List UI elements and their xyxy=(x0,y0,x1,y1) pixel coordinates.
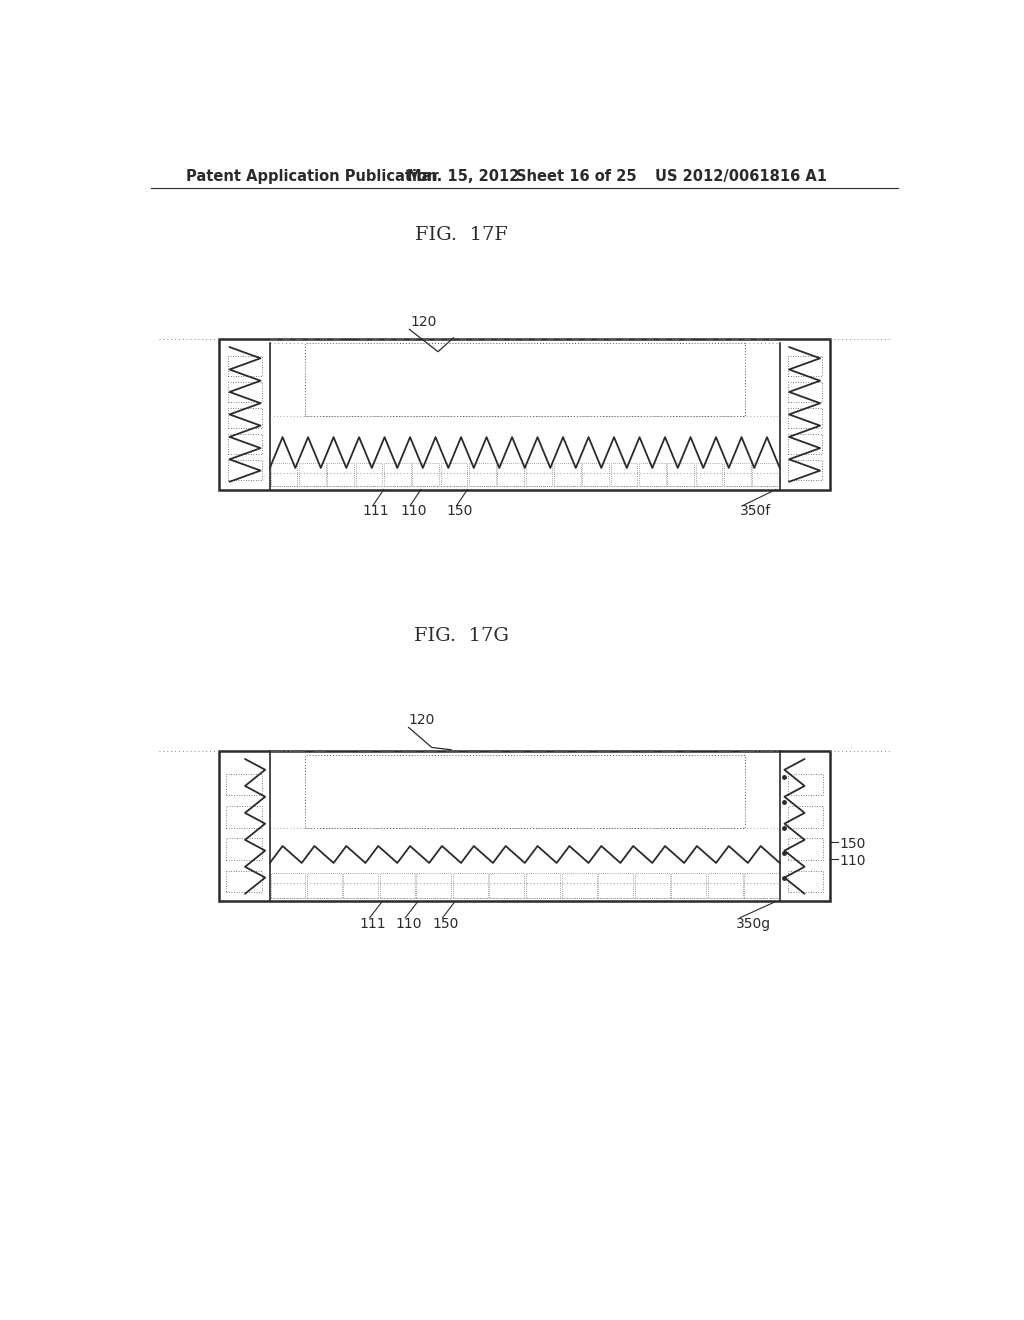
Bar xyxy=(787,434,821,454)
Text: 150: 150 xyxy=(840,837,866,850)
Bar xyxy=(305,343,744,416)
Bar xyxy=(417,873,452,898)
Bar xyxy=(787,838,823,859)
Bar xyxy=(384,462,411,486)
Bar xyxy=(489,873,524,898)
Bar xyxy=(787,871,823,892)
Bar xyxy=(413,462,439,486)
Bar xyxy=(270,462,297,486)
Bar xyxy=(453,873,487,898)
Bar xyxy=(787,381,821,401)
Bar xyxy=(787,774,823,795)
Bar xyxy=(554,462,581,486)
Bar xyxy=(228,434,262,454)
Text: FIG.  17F: FIG. 17F xyxy=(415,227,508,244)
Bar xyxy=(744,873,779,898)
Text: Patent Application Publication: Patent Application Publication xyxy=(186,169,437,183)
Bar xyxy=(672,873,707,898)
Bar xyxy=(583,462,609,486)
Text: US 2012/0061816 A1: US 2012/0061816 A1 xyxy=(655,169,827,183)
Bar xyxy=(787,461,821,480)
Bar xyxy=(355,462,382,486)
Text: 110: 110 xyxy=(840,854,866,867)
Text: 110: 110 xyxy=(400,504,426,517)
Bar xyxy=(787,408,821,428)
Bar xyxy=(525,873,560,898)
Bar xyxy=(610,462,637,486)
Text: FIG.  17G: FIG. 17G xyxy=(414,627,509,644)
Bar xyxy=(469,462,496,486)
Bar xyxy=(226,838,262,859)
Text: 120: 120 xyxy=(411,315,437,330)
Text: 111: 111 xyxy=(362,504,389,517)
Bar xyxy=(228,408,262,428)
Bar xyxy=(668,462,694,486)
Bar xyxy=(695,462,722,486)
Bar xyxy=(228,381,262,401)
Bar xyxy=(305,755,744,829)
Bar xyxy=(219,751,830,902)
Text: 150: 150 xyxy=(446,504,473,517)
Bar xyxy=(562,873,597,898)
Text: 350f: 350f xyxy=(740,504,771,517)
Bar xyxy=(635,873,670,898)
Bar xyxy=(724,462,751,486)
Bar xyxy=(228,355,262,376)
Text: 110: 110 xyxy=(395,917,422,931)
Bar xyxy=(380,873,415,898)
Bar xyxy=(708,873,742,898)
Bar xyxy=(440,462,467,486)
Bar xyxy=(525,462,552,486)
Bar xyxy=(219,339,830,490)
Bar xyxy=(226,807,262,828)
Bar xyxy=(270,873,305,898)
Bar xyxy=(639,462,666,486)
Bar xyxy=(787,355,821,376)
Text: 350g: 350g xyxy=(736,917,771,931)
Bar xyxy=(753,462,779,486)
Text: 150: 150 xyxy=(432,917,459,931)
Bar xyxy=(328,462,354,486)
Bar xyxy=(226,871,262,892)
Bar xyxy=(228,461,262,480)
Text: 120: 120 xyxy=(409,714,435,727)
Bar xyxy=(226,774,262,795)
Text: Mar. 15, 2012: Mar. 15, 2012 xyxy=(407,169,519,183)
Text: 111: 111 xyxy=(359,917,386,931)
Bar xyxy=(787,807,823,828)
Bar xyxy=(343,873,378,898)
Bar xyxy=(307,873,342,898)
Bar xyxy=(498,462,524,486)
Bar xyxy=(299,462,326,486)
Text: Sheet 16 of 25: Sheet 16 of 25 xyxy=(515,169,636,183)
Bar xyxy=(598,873,633,898)
